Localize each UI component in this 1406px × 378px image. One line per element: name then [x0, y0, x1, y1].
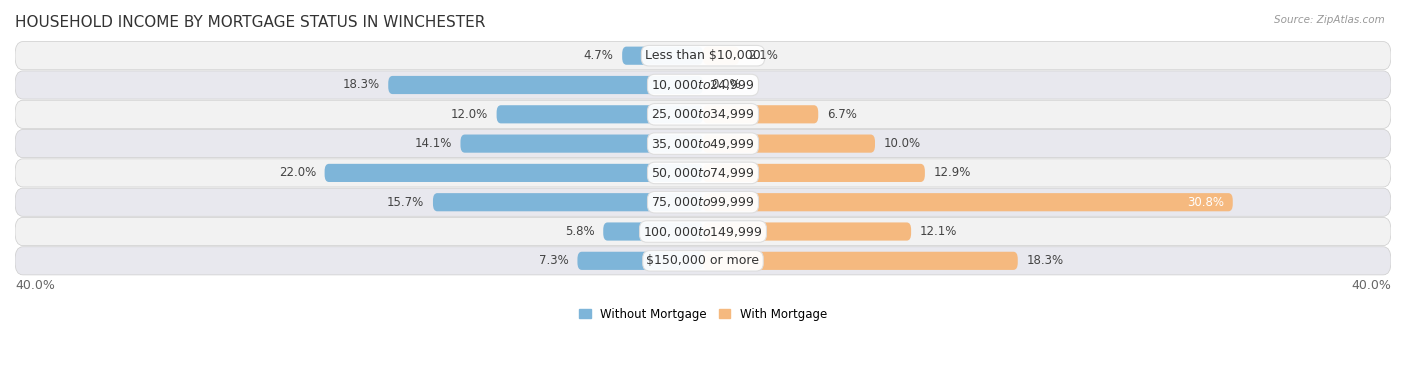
- Text: 18.3%: 18.3%: [1026, 254, 1063, 267]
- FancyBboxPatch shape: [15, 100, 1391, 129]
- FancyBboxPatch shape: [703, 252, 1018, 270]
- Text: $100,000 to $149,999: $100,000 to $149,999: [644, 225, 762, 239]
- Text: 6.7%: 6.7%: [827, 108, 856, 121]
- FancyBboxPatch shape: [15, 130, 1391, 158]
- Text: 10.0%: 10.0%: [883, 137, 921, 150]
- FancyBboxPatch shape: [703, 222, 911, 241]
- FancyBboxPatch shape: [15, 217, 1391, 246]
- Text: Less than $10,000: Less than $10,000: [645, 49, 761, 62]
- Text: Source: ZipAtlas.com: Source: ZipAtlas.com: [1274, 15, 1385, 25]
- Text: $10,000 to $24,999: $10,000 to $24,999: [651, 78, 755, 92]
- FancyBboxPatch shape: [703, 135, 875, 153]
- FancyBboxPatch shape: [15, 247, 1391, 275]
- Text: 12.1%: 12.1%: [920, 225, 957, 238]
- FancyBboxPatch shape: [703, 193, 1233, 211]
- Text: 40.0%: 40.0%: [15, 279, 55, 292]
- FancyBboxPatch shape: [603, 222, 703, 241]
- FancyBboxPatch shape: [703, 105, 818, 123]
- Text: 2.1%: 2.1%: [748, 49, 778, 62]
- Text: 7.3%: 7.3%: [538, 254, 569, 267]
- FancyBboxPatch shape: [703, 46, 740, 65]
- FancyBboxPatch shape: [496, 105, 703, 123]
- FancyBboxPatch shape: [623, 46, 703, 65]
- Text: 0.0%: 0.0%: [711, 79, 741, 91]
- Legend: Without Mortgage, With Mortgage: Without Mortgage, With Mortgage: [574, 303, 832, 325]
- Text: 40.0%: 40.0%: [1351, 279, 1391, 292]
- FancyBboxPatch shape: [15, 159, 1391, 187]
- FancyBboxPatch shape: [433, 193, 703, 211]
- Text: HOUSEHOLD INCOME BY MORTGAGE STATUS IN WINCHESTER: HOUSEHOLD INCOME BY MORTGAGE STATUS IN W…: [15, 15, 485, 30]
- Text: $50,000 to $74,999: $50,000 to $74,999: [651, 166, 755, 180]
- FancyBboxPatch shape: [388, 76, 703, 94]
- Text: 30.8%: 30.8%: [1187, 196, 1225, 209]
- FancyBboxPatch shape: [15, 42, 1391, 70]
- Text: 4.7%: 4.7%: [583, 49, 613, 62]
- FancyBboxPatch shape: [578, 252, 703, 270]
- FancyBboxPatch shape: [703, 164, 925, 182]
- Text: $75,000 to $99,999: $75,000 to $99,999: [651, 195, 755, 209]
- FancyBboxPatch shape: [325, 164, 703, 182]
- Text: 12.9%: 12.9%: [934, 166, 972, 180]
- Text: $35,000 to $49,999: $35,000 to $49,999: [651, 136, 755, 150]
- Text: 15.7%: 15.7%: [387, 196, 425, 209]
- Text: 22.0%: 22.0%: [278, 166, 316, 180]
- FancyBboxPatch shape: [15, 71, 1391, 99]
- Text: $25,000 to $34,999: $25,000 to $34,999: [651, 107, 755, 121]
- Text: 14.1%: 14.1%: [415, 137, 451, 150]
- Text: 12.0%: 12.0%: [451, 108, 488, 121]
- Text: 5.8%: 5.8%: [565, 225, 595, 238]
- FancyBboxPatch shape: [461, 135, 703, 153]
- FancyBboxPatch shape: [15, 188, 1391, 216]
- Text: $150,000 or more: $150,000 or more: [647, 254, 759, 267]
- Text: 18.3%: 18.3%: [343, 79, 380, 91]
